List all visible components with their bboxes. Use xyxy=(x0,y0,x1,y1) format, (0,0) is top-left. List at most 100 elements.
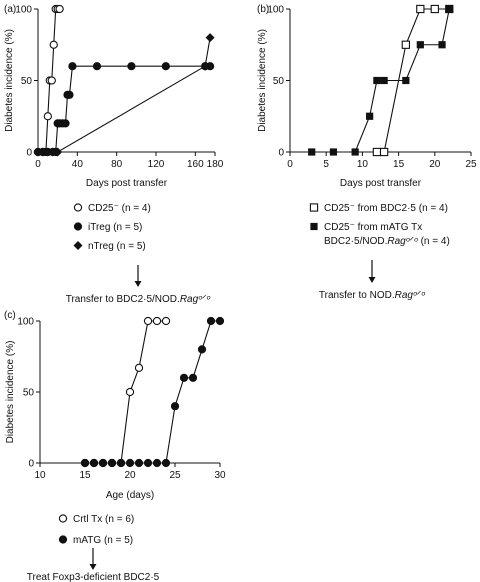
legend-marker xyxy=(58,535,68,544)
data-point xyxy=(107,458,117,468)
y-axis-label: Diabetes incidence (%) xyxy=(5,341,16,444)
data-point xyxy=(33,147,43,157)
y-tick-label: 50 xyxy=(23,388,35,399)
data-point xyxy=(161,62,170,71)
panel-label: (c) xyxy=(4,310,16,321)
data-point xyxy=(372,147,382,157)
x-tick-label: 15 xyxy=(79,470,91,481)
series-2 xyxy=(33,33,215,157)
data-point xyxy=(351,148,359,156)
legend-marker xyxy=(73,241,83,250)
data-point xyxy=(38,147,48,157)
data-point xyxy=(402,76,410,85)
annotation: Transfer to NOD.Ragᵒᐟᵒ xyxy=(319,290,425,301)
y-tick-label: 0 xyxy=(28,459,34,470)
data-point xyxy=(61,119,70,128)
x-tick-label: 25 xyxy=(465,159,477,170)
x-tick-label: 120 xyxy=(148,159,165,170)
data-point xyxy=(188,373,198,382)
data-point xyxy=(48,147,58,157)
x-tick-label: 20 xyxy=(429,159,441,170)
y-tick-label: 0 xyxy=(278,148,284,159)
data-point xyxy=(43,147,53,157)
annotation: Transfer to BDC2·5/NOD.Ragᵒᐟᵒ xyxy=(66,294,211,305)
data-point xyxy=(152,316,162,326)
data-point xyxy=(80,458,90,468)
legend-entry: mATG (n = 5) xyxy=(73,535,133,546)
data-point xyxy=(47,76,56,85)
data-point xyxy=(134,458,144,468)
y-tick-label: 100 xyxy=(17,317,34,328)
x-tick-label: 180 xyxy=(207,159,224,170)
data-point xyxy=(379,147,389,157)
x-tick-label: 20 xyxy=(124,470,136,481)
x-axis-label: Days post transfer xyxy=(340,178,422,189)
data-point xyxy=(125,387,135,397)
x-tick-label: 10 xyxy=(357,159,369,170)
data-point xyxy=(170,402,180,411)
data-point xyxy=(125,458,135,468)
data-point xyxy=(65,90,74,99)
data-point xyxy=(215,316,225,326)
data-point xyxy=(373,76,381,85)
data-point xyxy=(438,41,446,49)
data-point xyxy=(416,4,425,14)
series-1 xyxy=(80,316,225,468)
x-tick-label: 0 xyxy=(35,159,41,170)
legend-entry: CD25⁻ (n = 4) xyxy=(88,203,151,214)
legend-marker xyxy=(309,203,319,212)
x-tick-label: 10 xyxy=(34,470,46,481)
data-point xyxy=(143,458,153,468)
arrow-head xyxy=(368,277,376,283)
x-axis-label: Age (days) xyxy=(106,490,154,501)
data-point xyxy=(308,148,316,156)
y-tick-label: 50 xyxy=(273,76,285,87)
data-point xyxy=(92,62,102,71)
legend-entry: CD25⁻ from mATG Tx xyxy=(324,222,422,233)
legend-marker xyxy=(310,222,318,231)
legend: CD25⁻ from BDC2·5 (n = 4) CD25⁻ from mATG… xyxy=(309,203,450,247)
legend: Crtl Tx (n = 6) mATG (n = 5) xyxy=(58,514,134,546)
data-point xyxy=(366,112,374,120)
data-point xyxy=(380,76,388,85)
data-point xyxy=(430,4,439,14)
legend: CD25⁻ (n = 4) iTreg (n = 5) nTreg (n = 5) xyxy=(73,203,151,252)
panel-c: (c) 10 15 20 25 30 0 50 100 Age (days) Diabetes in… xyxy=(4,310,226,582)
data-point xyxy=(152,458,162,468)
x-tick-label: 15 xyxy=(393,159,405,170)
data-point xyxy=(134,363,144,373)
y-tick-label: 50 xyxy=(21,76,33,87)
x-tick-label: 0 xyxy=(287,159,293,170)
legend-entry: nTreg (n = 5) xyxy=(88,241,146,252)
data-point xyxy=(416,41,424,49)
series-line xyxy=(38,65,211,153)
series-0 xyxy=(33,4,64,157)
x-tick-label: 80 xyxy=(111,159,123,170)
data-point xyxy=(161,316,171,326)
y-axis-label: Diabetes incidence (%) xyxy=(4,29,15,132)
data-point xyxy=(329,148,338,156)
y-tick-label: 0 xyxy=(26,148,32,159)
data-point xyxy=(49,40,58,49)
data-point xyxy=(197,345,207,354)
x-tick-label: 25 xyxy=(169,470,181,481)
panel-label: (b) xyxy=(257,4,269,15)
legend-marker xyxy=(58,514,68,523)
data-point xyxy=(401,40,410,49)
x-tick-label: 160 xyxy=(187,159,204,170)
panel-a: (a) 0 40 80 120 160 180 0 50 100 Days post transfe… xyxy=(4,4,224,305)
data-point xyxy=(200,61,210,71)
x-tick-label: 40 xyxy=(72,159,84,170)
data-point xyxy=(161,458,171,468)
annotation: Treat Foxp3-deficient BDC2·5 xyxy=(27,572,160,582)
data-point xyxy=(68,62,77,71)
x-tick-label: 5 xyxy=(323,159,329,170)
series-1 xyxy=(308,5,453,156)
series-0 xyxy=(80,316,171,468)
legend-entry: CD25⁻ from BDC2·5 (n = 4) xyxy=(324,203,448,214)
panel-label: (a) xyxy=(4,4,16,15)
data-point xyxy=(89,458,99,468)
data-point xyxy=(179,373,189,382)
legend-entry-line2: BDC2·5/NOD.Ragᵒᐟᵒ (n = 4) xyxy=(324,236,450,247)
